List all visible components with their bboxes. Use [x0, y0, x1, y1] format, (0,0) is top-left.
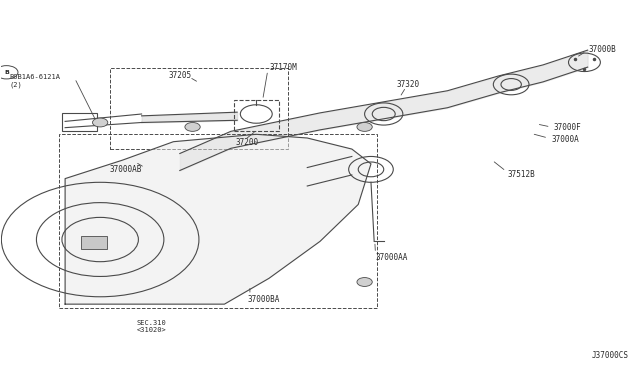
- Circle shape: [357, 122, 372, 131]
- Text: B0B1A6-6121A: B0B1A6-6121A: [9, 74, 60, 80]
- Circle shape: [93, 118, 108, 127]
- Text: 37200: 37200: [236, 138, 259, 147]
- Text: J37000CS: J37000CS: [592, 350, 629, 359]
- Text: B: B: [4, 70, 9, 75]
- Bar: [109, 68, 288, 149]
- Text: SEC.310
<31020>: SEC.310 <31020>: [136, 320, 166, 333]
- Text: (2): (2): [9, 81, 22, 88]
- Text: 37000AB: 37000AB: [109, 165, 142, 174]
- Text: 37512B: 37512B: [508, 170, 536, 179]
- Text: 37000AA: 37000AA: [376, 253, 408, 263]
- Circle shape: [357, 278, 372, 286]
- Polygon shape: [65, 134, 371, 304]
- Text: 37000F: 37000F: [554, 123, 582, 132]
- Bar: [59, 134, 378, 308]
- Text: 37000BA: 37000BA: [248, 295, 280, 304]
- Bar: [81, 236, 106, 249]
- Text: 37000B: 37000B: [589, 45, 617, 54]
- Circle shape: [185, 122, 200, 131]
- Text: 37170M: 37170M: [269, 63, 297, 72]
- Text: 37205: 37205: [168, 71, 191, 80]
- Text: 37000A: 37000A: [551, 135, 579, 144]
- Text: 37320: 37320: [396, 80, 420, 89]
